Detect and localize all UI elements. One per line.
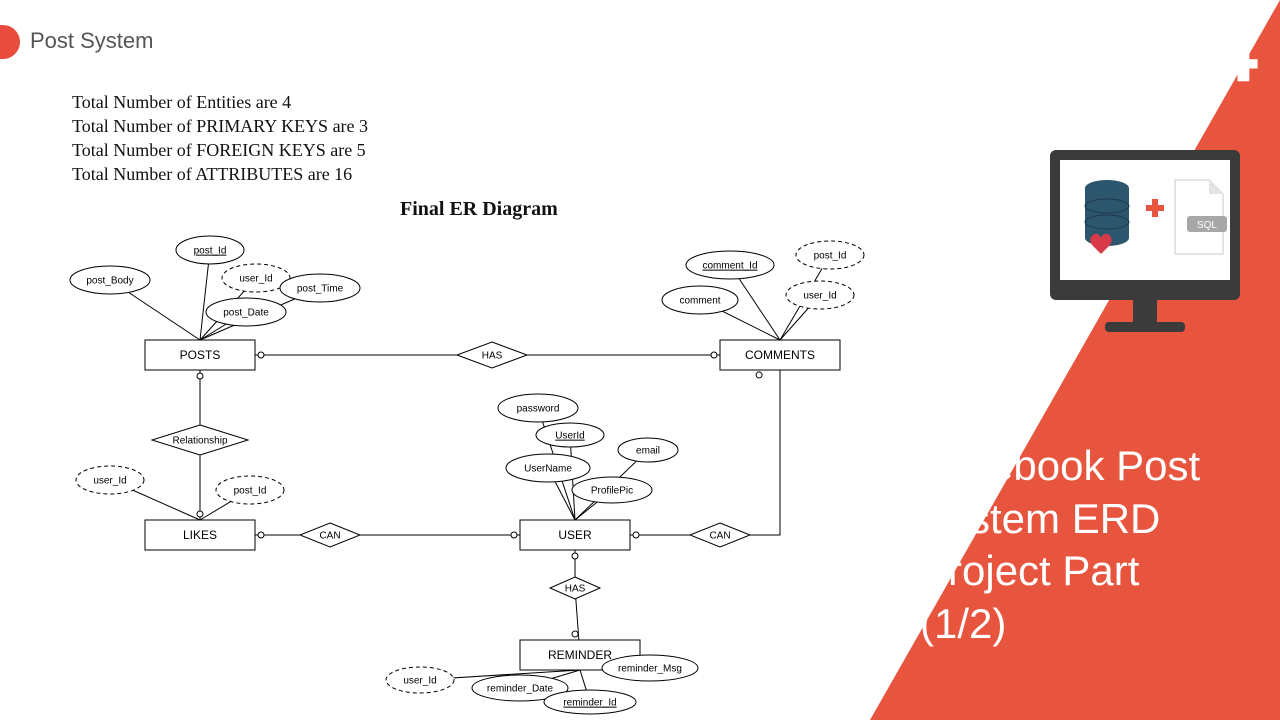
episode-title: Facebook PostSystem ERDProject Part(1/2): [920, 440, 1200, 650]
stage: Post System Total Number of Entities are…: [0, 0, 1280, 720]
svg-text:SQL: SQL: [1197, 220, 1217, 231]
monitor-icon: SQL: [1050, 150, 1260, 360]
episode-number: 24: [1158, 0, 1258, 103]
